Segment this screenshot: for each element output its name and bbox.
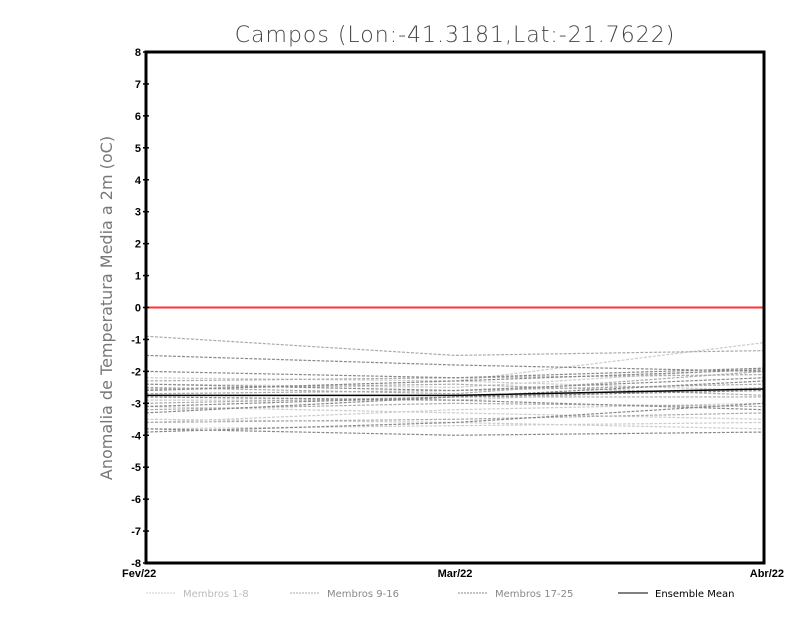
member-line-3-7 <box>145 380 765 414</box>
chart-title: Campos (Lon:-41.3181,Lat:-21.7622) <box>235 23 676 48</box>
y-tick-label: -6 <box>131 494 141 506</box>
member-line-3-6 <box>145 428 765 436</box>
y-tick-label: 0 <box>135 303 141 315</box>
member-line-1-5 <box>145 367 765 388</box>
y-tick-label: 4 <box>135 175 142 187</box>
member-line-1-4 <box>145 405 765 420</box>
x-tick-label: Mar/22 <box>438 568 473 580</box>
y-tick-label: 1 <box>135 271 141 283</box>
member-line-2-7 <box>145 412 765 424</box>
member-line-3-5 <box>145 389 765 408</box>
y-tick-label: -3 <box>131 398 141 410</box>
member-line-3-8 <box>145 369 765 392</box>
member-line-1-7 <box>145 377 765 392</box>
y-tick-label: 6 <box>135 111 141 123</box>
x-tick-label: Fev/22 <box>122 568 156 580</box>
y-tick-label: -5 <box>131 462 141 474</box>
member-line-2-4 <box>145 373 765 382</box>
member-line-3-4 <box>145 396 765 411</box>
member-line-1-1 <box>145 342 765 392</box>
ensemble-mean-line <box>146 388 765 397</box>
member-line-3-1 <box>145 354 765 372</box>
y-tick-label: 7 <box>135 79 141 91</box>
legend-label: Membros 1-8 <box>183 589 249 600</box>
member-line-3-2 <box>145 367 765 379</box>
member-line-1-2 <box>145 418 765 430</box>
y-tick-label: -2 <box>131 366 141 378</box>
member-line-2-5 <box>145 402 765 411</box>
member-line-1-8 <box>145 421 765 430</box>
member-line-3-3 <box>145 377 765 392</box>
legend-label: Membros 9-16 <box>327 589 399 600</box>
legend-label: Membros 17-25 <box>495 589 573 600</box>
y-tick-label: -4 <box>131 430 142 442</box>
y-tick-label: 8 <box>135 47 141 59</box>
y-tick-label: -7 <box>131 526 141 538</box>
member-line-1-6 <box>145 402 765 424</box>
y-tick-label: -1 <box>131 334 141 346</box>
legend-label: Ensemble Mean <box>655 589 734 600</box>
y-tick-label: 3 <box>135 207 141 219</box>
member-line-3-9 <box>145 402 765 433</box>
y-tick-label: 2 <box>135 239 141 251</box>
y-tick-label: -8 <box>131 558 141 570</box>
y-tick-label: 5 <box>135 143 141 155</box>
member-line-2-2 <box>145 370 765 395</box>
member-line-2-3 <box>145 396 764 404</box>
y-axis-label: Anomalia de Temperatura Media a 2m (oC) <box>97 136 116 480</box>
x-tick-label: Abr/22 <box>750 568 784 580</box>
member-line-2-1 <box>145 335 765 357</box>
